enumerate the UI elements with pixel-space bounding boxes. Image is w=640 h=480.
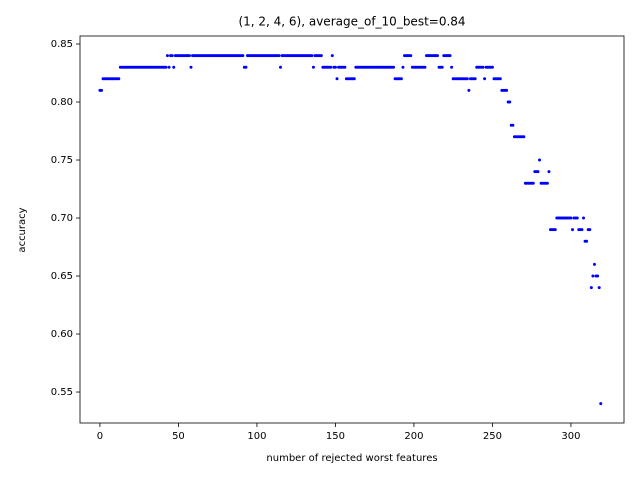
- point: [531, 181, 535, 185]
- point: [170, 54, 174, 58]
- point: [450, 65, 454, 69]
- x-tick-label: 200: [404, 431, 423, 442]
- point: [100, 88, 104, 92]
- y-tick-label: 0.60: [51, 329, 73, 340]
- point: [581, 216, 585, 220]
- chart-title: (1, 2, 4, 6), average_of_10_best=0.84: [238, 15, 465, 29]
- point: [592, 262, 596, 266]
- point: [241, 54, 245, 58]
- plot-frame: [79, 35, 625, 424]
- point: [467, 88, 471, 92]
- point: [473, 77, 477, 81]
- point: [538, 158, 542, 162]
- point: [599, 402, 603, 406]
- point: [330, 54, 334, 58]
- x-tick-label: 50: [172, 431, 185, 442]
- point: [335, 77, 339, 81]
- point: [498, 77, 502, 81]
- point: [409, 54, 413, 58]
- point: [165, 54, 169, 58]
- x-tick-label: 150: [326, 431, 345, 442]
- y-axis-label: accuracy: [17, 207, 28, 252]
- point: [311, 65, 315, 69]
- point: [465, 77, 469, 81]
- point: [310, 54, 314, 58]
- point: [588, 228, 592, 232]
- point: [571, 228, 575, 232]
- point: [483, 77, 487, 81]
- point: [319, 54, 323, 58]
- point: [401, 65, 405, 69]
- x-tick-label: 100: [247, 431, 266, 442]
- point: [189, 65, 193, 69]
- point: [329, 65, 333, 69]
- y-tick-label: 0.65: [51, 271, 73, 282]
- point: [589, 286, 593, 290]
- point: [580, 228, 584, 232]
- y-tick-label: 0.55: [51, 387, 73, 398]
- point: [440, 65, 444, 69]
- point: [172, 65, 176, 69]
- point: [591, 274, 595, 278]
- y-tick-label: 0.70: [51, 213, 73, 224]
- y-tick-label: 0.80: [51, 97, 73, 108]
- point: [333, 65, 337, 69]
- point: [585, 239, 589, 243]
- point: [399, 77, 403, 81]
- point: [423, 65, 427, 69]
- y-tick-label: 0.75: [51, 155, 73, 166]
- point: [545, 181, 549, 185]
- point: [167, 65, 171, 69]
- x-tick-label: 300: [561, 431, 580, 442]
- point: [164, 65, 168, 69]
- point: [352, 77, 356, 81]
- point: [392, 65, 396, 69]
- point: [575, 216, 579, 220]
- point: [553, 228, 557, 232]
- point: [117, 77, 121, 81]
- x-axis-label: number of rejected worst features: [266, 453, 437, 464]
- point: [536, 170, 540, 174]
- point: [597, 286, 601, 290]
- point: [511, 123, 515, 127]
- x-tick-label: 0: [97, 431, 103, 442]
- point: [435, 54, 439, 58]
- point: [508, 100, 512, 104]
- point: [481, 65, 485, 69]
- point: [596, 274, 600, 278]
- point: [505, 88, 509, 92]
- point: [490, 65, 494, 69]
- x-tick-label: 250: [483, 431, 502, 442]
- point: [277, 54, 281, 58]
- point: [522, 135, 526, 139]
- point: [343, 65, 347, 69]
- point: [278, 65, 282, 69]
- point: [187, 54, 191, 58]
- point: [569, 216, 573, 220]
- point: [448, 54, 452, 58]
- point: [244, 65, 248, 69]
- y-tick-label: 0.85: [51, 39, 73, 50]
- point: [547, 170, 551, 174]
